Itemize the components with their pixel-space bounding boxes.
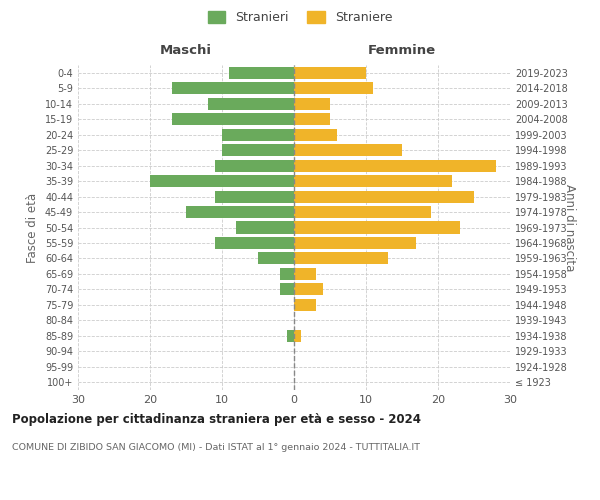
- Bar: [294, 82, 373, 94]
- Bar: [150, 175, 294, 187]
- Bar: [294, 98, 330, 110]
- Bar: [294, 252, 388, 264]
- Bar: [294, 66, 366, 79]
- Legend: Stranieri, Straniere: Stranieri, Straniere: [203, 6, 397, 29]
- Y-axis label: Fasce di età: Fasce di età: [26, 192, 39, 262]
- Bar: [222, 128, 294, 140]
- Text: Femmine: Femmine: [368, 44, 436, 58]
- Bar: [258, 252, 294, 264]
- Bar: [294, 206, 431, 218]
- Bar: [172, 82, 294, 94]
- Text: COMUNE DI ZIBIDO SAN GIACOMO (MI) - Dati ISTAT al 1° gennaio 2024 - TUTTITALIA.I: COMUNE DI ZIBIDO SAN GIACOMO (MI) - Dati…: [12, 442, 420, 452]
- Bar: [294, 222, 460, 234]
- Bar: [294, 175, 452, 187]
- Bar: [229, 66, 294, 79]
- Bar: [222, 144, 294, 156]
- Bar: [294, 113, 330, 125]
- Bar: [215, 190, 294, 202]
- Bar: [208, 98, 294, 110]
- Bar: [294, 299, 316, 311]
- Bar: [294, 128, 337, 140]
- Bar: [294, 160, 496, 172]
- Bar: [280, 284, 294, 296]
- Y-axis label: Anni di nascita: Anni di nascita: [563, 184, 576, 271]
- Bar: [294, 330, 301, 342]
- Bar: [294, 144, 402, 156]
- Bar: [294, 237, 416, 249]
- Bar: [236, 222, 294, 234]
- Bar: [215, 160, 294, 172]
- Bar: [186, 206, 294, 218]
- Bar: [294, 190, 474, 202]
- Bar: [215, 237, 294, 249]
- Bar: [172, 113, 294, 125]
- Bar: [287, 330, 294, 342]
- Text: Popolazione per cittadinanza straniera per età e sesso - 2024: Popolazione per cittadinanza straniera p…: [12, 412, 421, 426]
- Text: Maschi: Maschi: [160, 44, 212, 58]
- Bar: [280, 268, 294, 280]
- Bar: [294, 284, 323, 296]
- Bar: [294, 268, 316, 280]
